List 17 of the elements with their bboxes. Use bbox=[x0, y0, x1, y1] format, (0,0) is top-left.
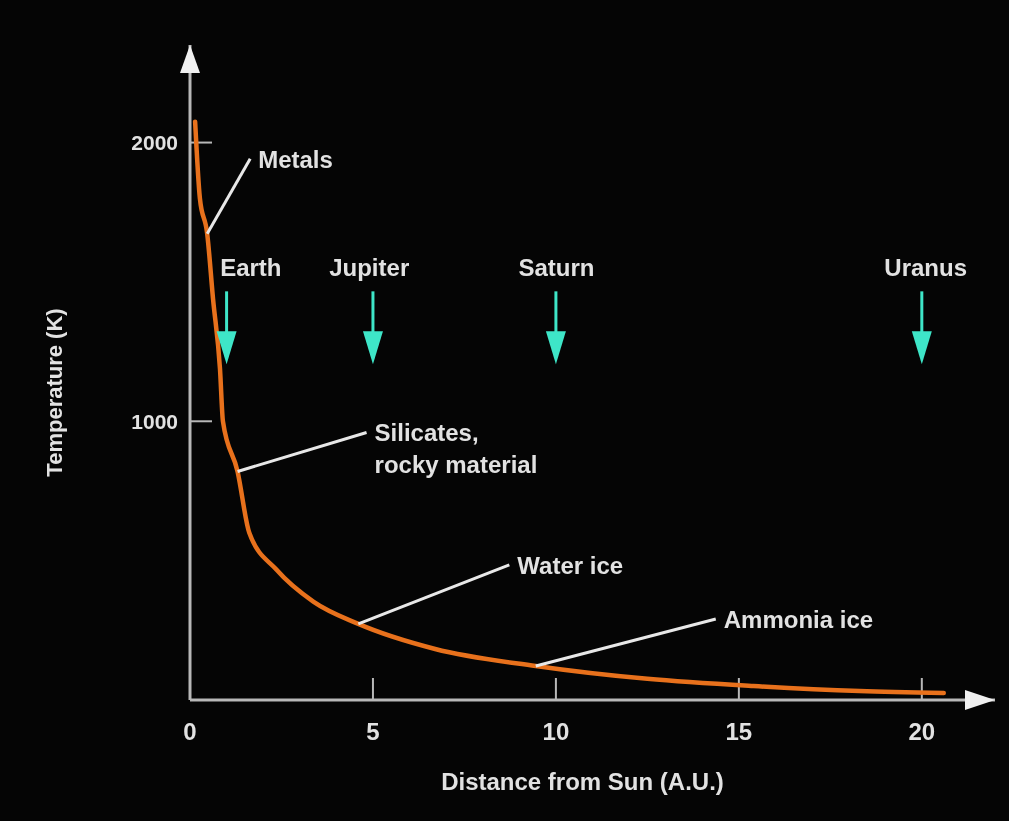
annotation: Metals bbox=[258, 145, 333, 173]
ref-line-label: Uranus bbox=[884, 254, 968, 282]
x-tick-label: 0 bbox=[183, 718, 197, 745]
ref-line-label: Jupiter bbox=[329, 254, 410, 282]
y-axis-title: Temperature (K) bbox=[42, 308, 67, 477]
ref-line-label: Earth bbox=[220, 254, 282, 282]
y-tick-label: 1000 bbox=[131, 409, 178, 433]
x-tick-label: 15 bbox=[725, 718, 753, 745]
annotation: Ammonia ice bbox=[723, 606, 874, 633]
annotation: Silicates, rocky material bbox=[374, 419, 538, 479]
x-tick-label: 5 bbox=[366, 718, 380, 745]
x-tick-label: 10 bbox=[542, 718, 570, 745]
y-tick-label: 2000 bbox=[131, 130, 178, 154]
annotation: Water ice bbox=[517, 551, 624, 579]
ref-line-label: Saturn bbox=[518, 254, 595, 282]
x-axis-title: Distance from Sun (A.U.) bbox=[441, 768, 724, 795]
x-tick-label: 20 bbox=[908, 718, 936, 745]
